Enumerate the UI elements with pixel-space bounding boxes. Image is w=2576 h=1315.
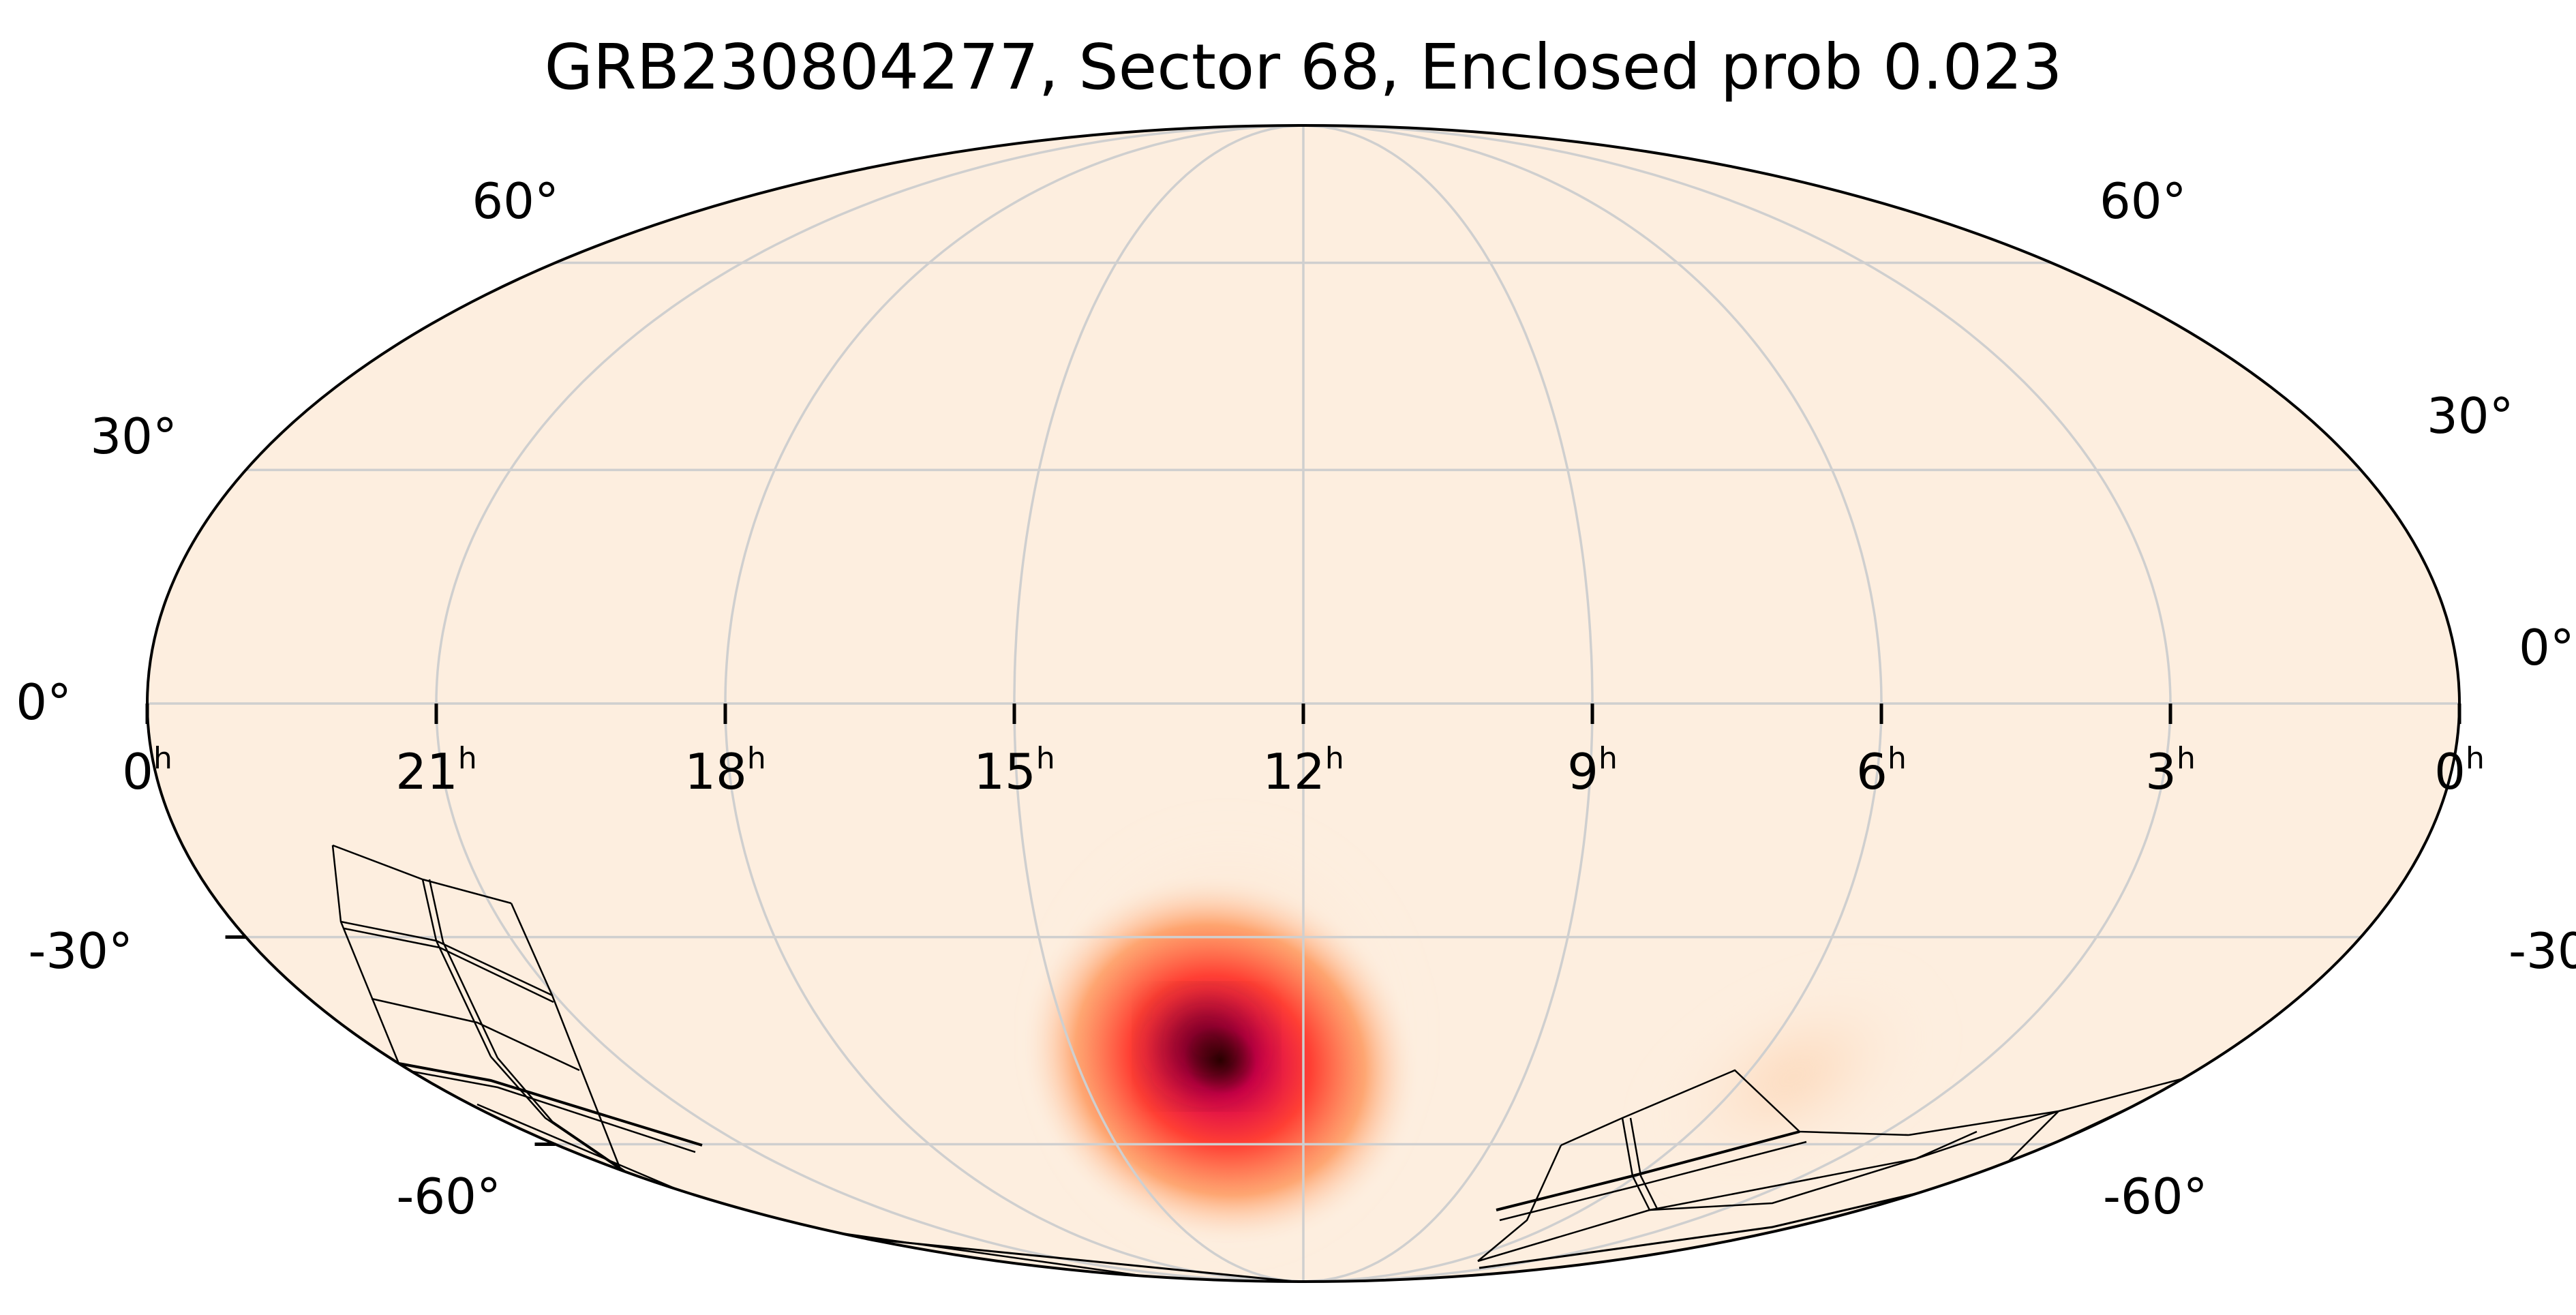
footprint-edge bbox=[398, 1062, 703, 1147]
footprint-edge bbox=[1496, 1130, 1800, 1211]
ra-label-unit: h bbox=[1888, 741, 1907, 776]
ra-label-unit: h bbox=[1036, 741, 1055, 776]
dec-label-right: -30° bbox=[2509, 922, 2576, 980]
ra-label-unit: h bbox=[458, 741, 477, 776]
dec-label-right: 0° bbox=[2519, 619, 2575, 676]
ra-label-unit: h bbox=[2466, 741, 2485, 776]
probability-density-layer bbox=[1019, 832, 1923, 1248]
dec-label-left: -30° bbox=[28, 922, 133, 980]
footprint-edge bbox=[428, 879, 499, 1059]
footprint-edge bbox=[344, 927, 554, 1003]
ra-label-unit: h bbox=[747, 741, 766, 776]
footprint-edge bbox=[1477, 1145, 1562, 1262]
dec-label-left: 30° bbox=[90, 408, 177, 465]
footprint-edge bbox=[1915, 1130, 1978, 1160]
tess-sector-footprints bbox=[331, 844, 2202, 1282]
dec-label-right: -60° bbox=[2103, 1168, 2208, 1225]
dec-label-left: 0° bbox=[16, 674, 72, 731]
ra-label-unit: h bbox=[1325, 741, 1344, 776]
footprint-edge bbox=[490, 1056, 621, 1170]
ra-label: 0h bbox=[2434, 741, 2485, 800]
footprint-edge bbox=[1560, 1069, 1909, 1147]
dec-label-left: -60° bbox=[396, 1168, 501, 1225]
footprint-edge bbox=[371, 997, 580, 1072]
dec-label-left: 60° bbox=[472, 172, 559, 230]
axis-ticks bbox=[145, 704, 2461, 1147]
dec-label-right: 30° bbox=[2427, 387, 2514, 444]
ra-label-unit: h bbox=[2177, 741, 2196, 776]
probability-peak bbox=[1169, 1014, 1244, 1079]
dec-tick-labels: 60° 30° 0° -30° -60° 60° 30° 0° -30° -60° bbox=[16, 172, 2576, 1225]
footprint-edge bbox=[340, 920, 553, 997]
dec-label-right: 60° bbox=[2100, 172, 2187, 230]
secondary-probability-region bbox=[1663, 988, 1923, 1166]
footprint-edge bbox=[1499, 1140, 1807, 1222]
footprint-edge bbox=[1649, 1158, 1916, 1211]
footprint-edge bbox=[405, 1069, 696, 1153]
footprint-edge bbox=[497, 1057, 628, 1174]
footprint-edge bbox=[1477, 1110, 2059, 1263]
plot-title: GRB230804277, Sector 68, Enclosed prob 0… bbox=[545, 31, 2063, 104]
ra-label-unit: h bbox=[1598, 741, 1618, 776]
footprint-edge bbox=[1629, 1117, 1659, 1211]
ra-label-unit: h bbox=[153, 741, 172, 776]
